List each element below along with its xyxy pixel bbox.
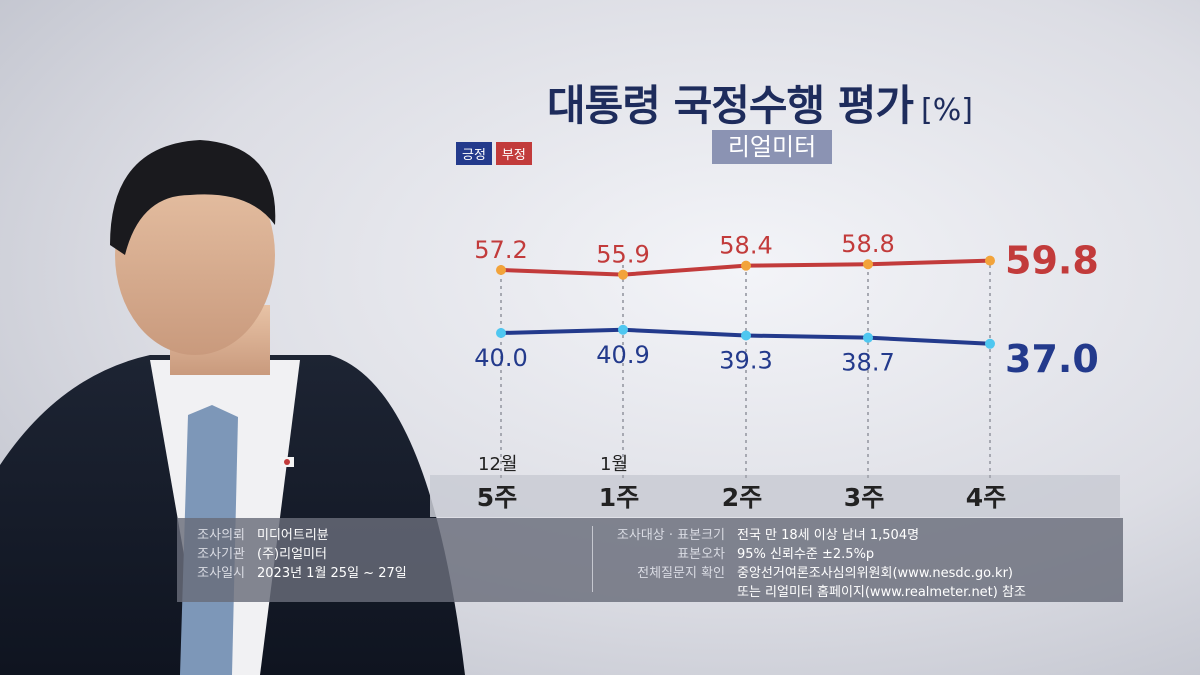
source-badge: 리얼미터 <box>712 130 832 164</box>
survey-value: 미디어트리뷴 <box>257 528 329 543</box>
x-tick-label: 1주 <box>599 483 639 512</box>
survey-label: 전체질문지 확인 <box>637 566 725 581</box>
negative-label: 57.2 <box>474 236 527 264</box>
survey-label: 표본오차 <box>677 547 725 562</box>
positive-label: 39.3 <box>719 347 772 375</box>
negative-point <box>985 255 995 266</box>
chart-title: 대통령 국정수행 평가 [%] <box>0 72 1200 133</box>
survey-row: 조사의뢰 미디어트리뷴 <box>187 524 329 543</box>
month-label: 12월 <box>478 454 517 475</box>
month-label: 1월 <box>600 454 628 475</box>
survey-row: 조사기관 (주)리얼미터 <box>187 543 327 562</box>
positive-point <box>741 330 751 341</box>
survey-row: 또는 리얼미터 홈페이지(www.realmeter.net) 참조 <box>597 581 1026 600</box>
unit-label: [%] <box>921 93 973 128</box>
positive-label-latest: 37.0 <box>1005 337 1099 381</box>
negative-label-latest: 59.8 <box>1005 239 1099 283</box>
positive-point <box>496 328 506 338</box>
positive-point <box>985 338 995 349</box>
survey-value: 95% 신뢰수준 ±2.5%p <box>737 547 875 562</box>
survey-label: 조사일시 <box>197 566 245 581</box>
negative-point <box>496 265 506 275</box>
positive-label: 38.7 <box>841 349 894 377</box>
title-text: 대통령 국정수행 평가 <box>547 81 914 130</box>
negative-point <box>618 269 628 280</box>
survey-row: 조사일시 2023년 1월 25일 ~ 27일 <box>187 562 407 581</box>
x-tick-label: 5주 <box>477 483 517 512</box>
negative-label: 55.9 <box>596 241 649 269</box>
negative-point <box>741 260 751 271</box>
legend-positive: 긍정 <box>456 142 492 165</box>
legend-negative: 부정 <box>495 142 532 165</box>
survey-label: 조사의뢰 <box>197 528 245 543</box>
negative-label: 58.8 <box>841 230 894 258</box>
positive-point <box>618 324 628 335</box>
x-tick-label: 2주 <box>722 483 762 512</box>
survey-row: 조사대상 · 표본크기 전국 만 18세 이상 남녀 1,504명 <box>597 524 919 543</box>
survey-row: 표본오차 95% 신뢰수준 ±2.5%p <box>597 543 874 562</box>
survey-row: 전체질문지 확인 중앙선거여론조사심의위원회(www.nesdc.go.kr) <box>597 562 1013 581</box>
president-photo <box>0 140 465 675</box>
survey-value: 2023년 1월 25일 ~ 27일 <box>257 566 407 581</box>
negative-point <box>863 259 873 270</box>
survey-label: 조사대상 · 표본크기 <box>616 528 725 543</box>
x-axis-band <box>430 475 1120 517</box>
positive-point <box>863 332 873 343</box>
survey-value: 중앙선거여론조사심의위원회(www.nesdc.go.kr) <box>737 566 1013 581</box>
negative-label: 58.4 <box>719 232 772 260</box>
x-tick-label: 4주 <box>966 483 1006 512</box>
survey-value: 전국 만 18세 이상 남녀 1,504명 <box>737 528 920 543</box>
x-tick-label: 3주 <box>844 483 884 512</box>
legend: 긍정 부정 <box>456 142 532 165</box>
panel-divider <box>592 526 593 592</box>
survey-value: 또는 리얼미터 홈페이지(www.realmeter.net) 참조 <box>737 585 1026 600</box>
survey-label: 조사기관 <box>197 547 245 562</box>
positive-label: 40.9 <box>596 341 649 369</box>
survey-value: (주)리얼미터 <box>257 547 327 562</box>
positive-label: 40.0 <box>474 344 527 372</box>
